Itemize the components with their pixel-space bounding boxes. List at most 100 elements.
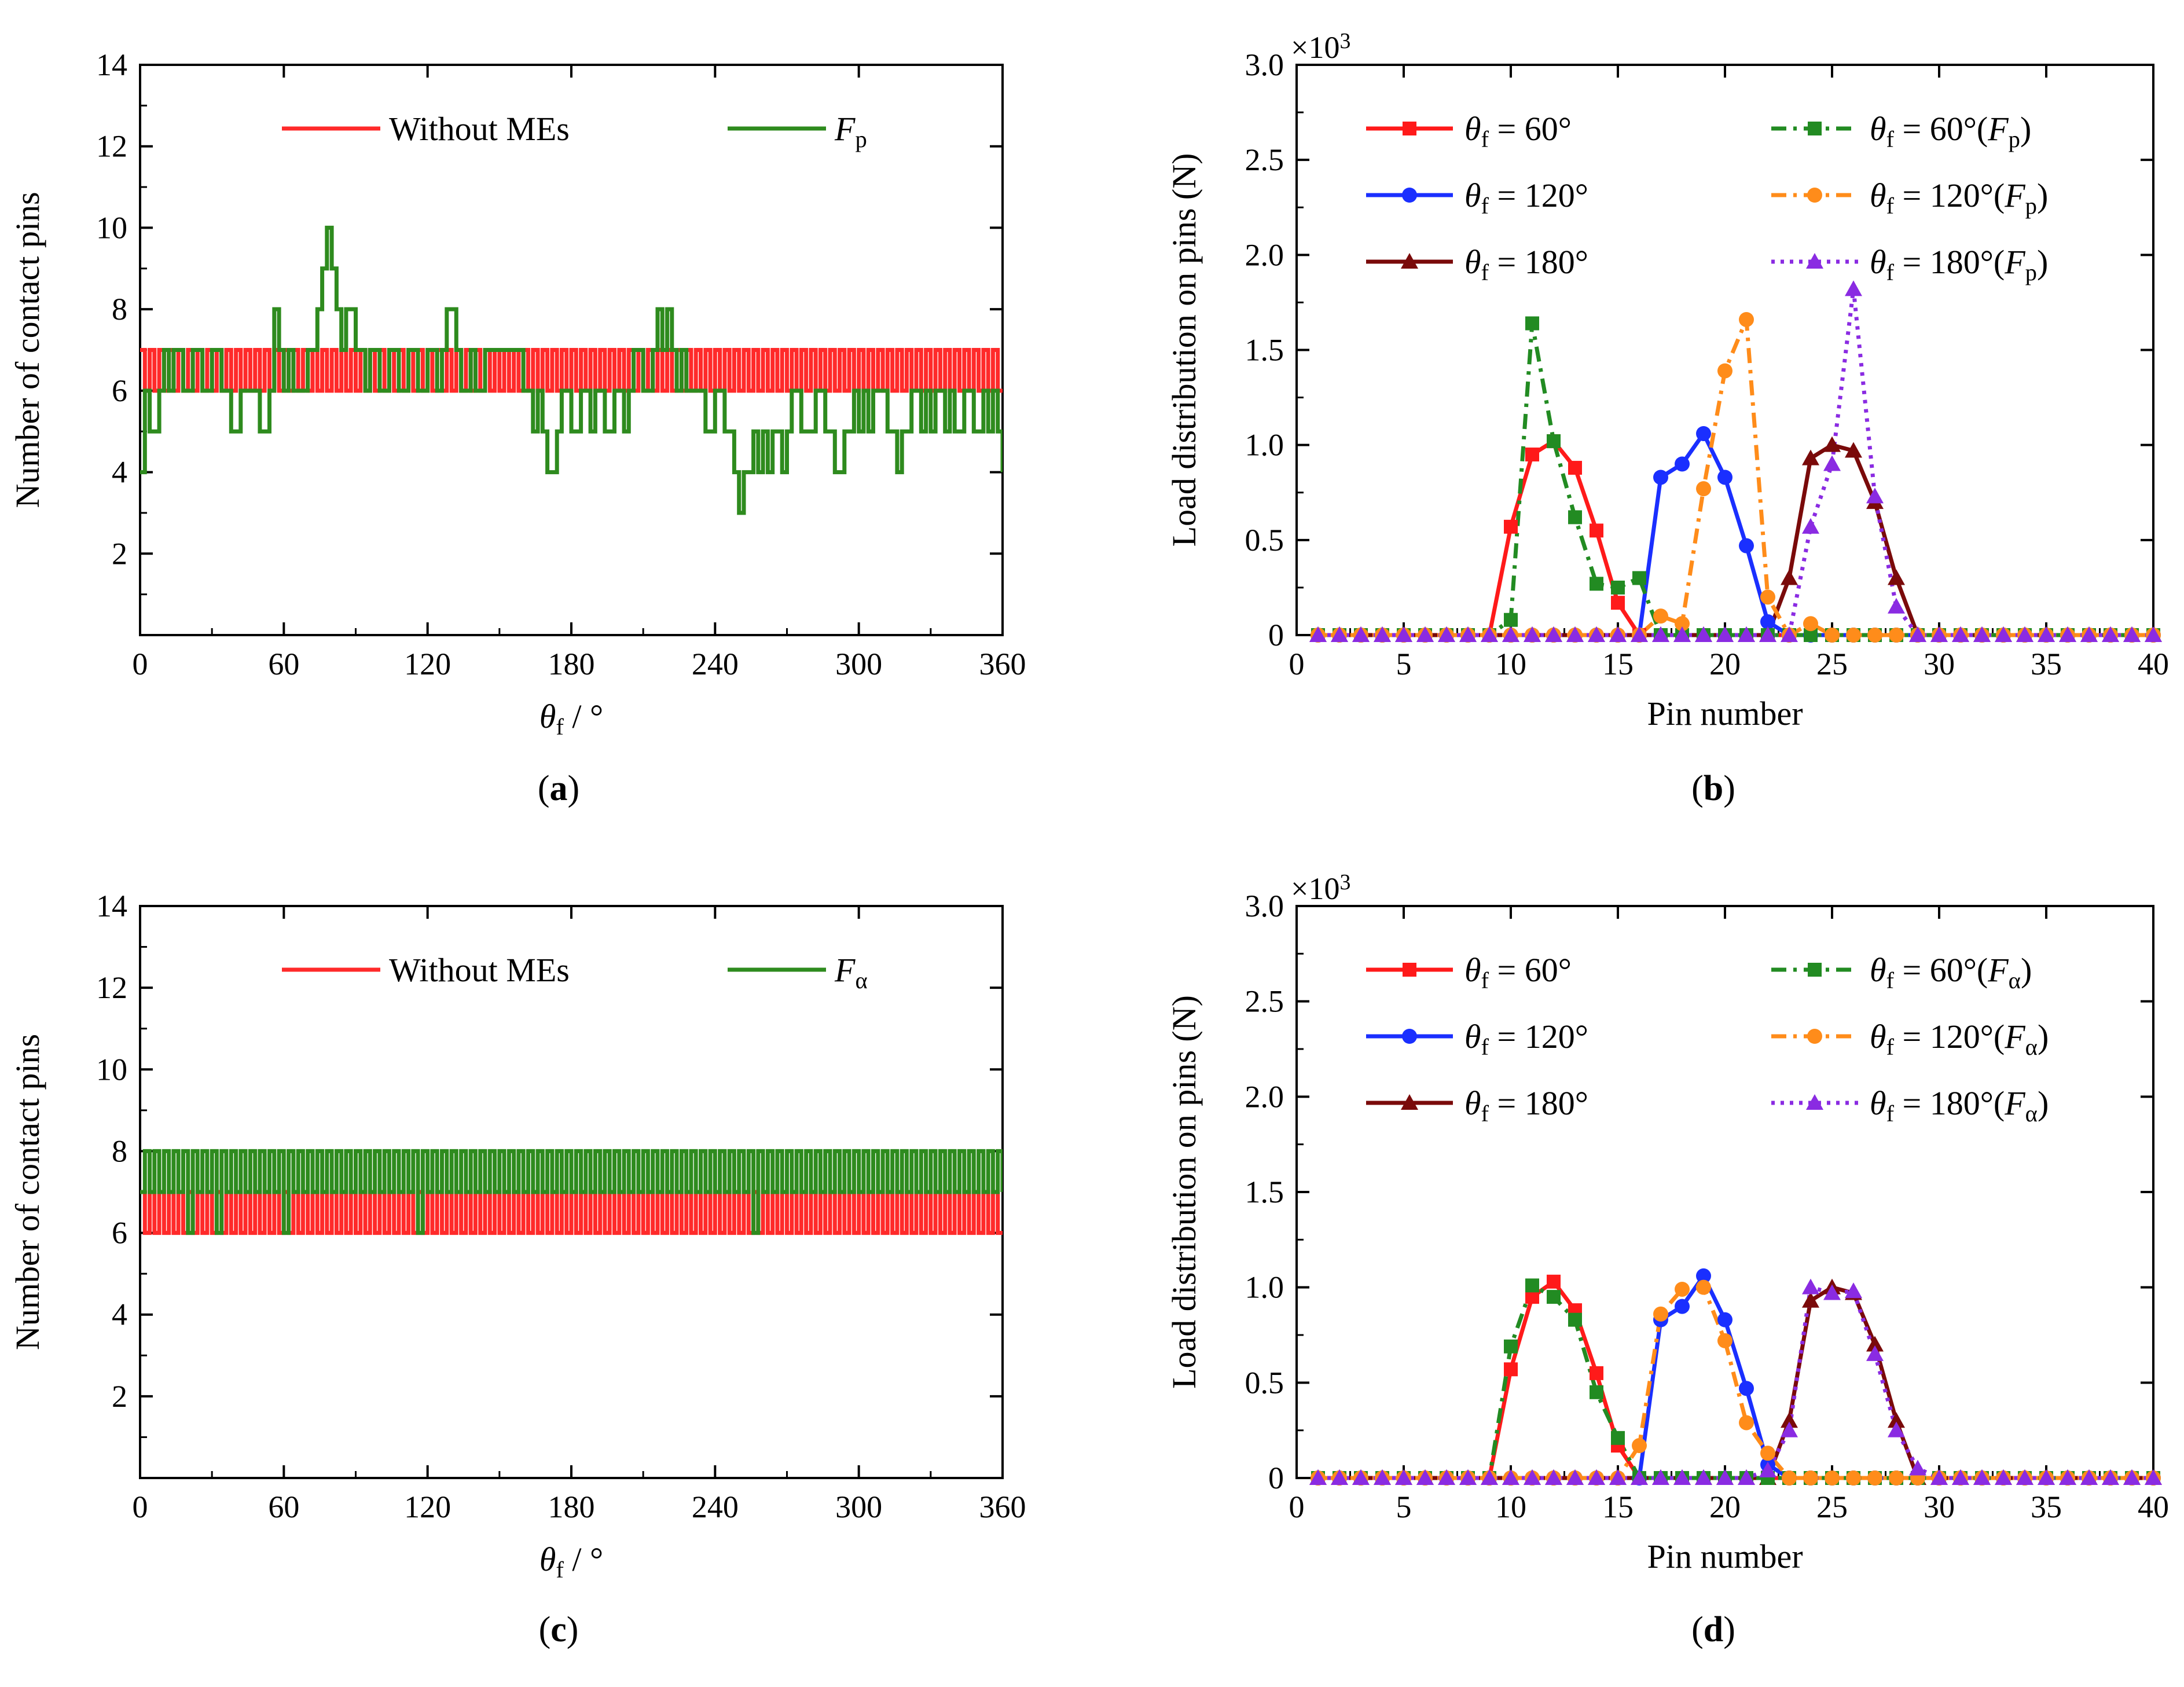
data-point-s6 xyxy=(1909,626,1926,642)
x-tick-label: 240 xyxy=(692,1490,739,1524)
series-line-6 xyxy=(1318,1285,2153,1480)
data-point-s4 xyxy=(1504,613,1518,627)
data-point-s5 xyxy=(1739,311,1754,327)
legend-marker-1 xyxy=(1403,122,1416,135)
data-point-s6 xyxy=(1545,1469,1562,1485)
data-point-s6 xyxy=(1716,626,1734,642)
y-tick-label: 2.5 xyxy=(1245,984,1284,1019)
data-point-s6 xyxy=(1909,1459,1926,1476)
data-point-s5 xyxy=(1760,589,1775,605)
y-tick-label: 0.5 xyxy=(1245,523,1284,558)
data-point-s1 xyxy=(1611,596,1625,610)
data-point-s3 xyxy=(1802,1292,1819,1308)
data-point-s6 xyxy=(1481,1469,1498,1485)
data-point-s6 xyxy=(1416,1469,1434,1485)
legend-label-5: θf = 120°(Fα) xyxy=(1870,1018,2049,1060)
y-tick-label: 2 xyxy=(112,1379,127,1414)
data-point-s6 xyxy=(1823,1284,1841,1300)
y-tick-label: 8 xyxy=(112,292,127,327)
x-tick-label: 240 xyxy=(692,647,739,681)
data-point-s6 xyxy=(1502,626,1519,642)
panel-caption-c: (c) xyxy=(539,1610,579,1649)
data-point-s2 xyxy=(1717,1312,1732,1327)
data-point-s6 xyxy=(2038,626,2055,642)
legend-label-5: θf = 120°(Fp) xyxy=(1870,177,2048,219)
data-point-s6 xyxy=(2016,1469,2033,1485)
x-tick-label: 360 xyxy=(979,1490,1026,1524)
y-tick-label: 2.0 xyxy=(1245,237,1284,272)
legend-marker-4 xyxy=(1808,963,1822,977)
legend-marker-6 xyxy=(1806,1094,1823,1110)
data-point-s2 xyxy=(1696,426,1711,441)
y-tick-label: 1.5 xyxy=(1245,1175,1284,1209)
data-point-s5 xyxy=(1632,1438,1647,1454)
x-axis-label: Pin number xyxy=(1647,1538,1803,1575)
data-point-s6 xyxy=(1631,626,1648,642)
x-tick-label: 40 xyxy=(2138,1490,2169,1524)
data-point-s6 xyxy=(2102,626,2119,642)
data-point-s6 xyxy=(1845,1282,1862,1299)
data-point-s6 xyxy=(1395,1469,1412,1485)
data-point-s3 xyxy=(1781,569,1798,585)
chart-panel-c: 0 60 120 180 240 300 360 2 4 6 8 10 12 14 Number of co… xyxy=(9,889,1026,1583)
y-tick-label: 3.0 xyxy=(1245,47,1284,82)
x-tick-label: 20 xyxy=(1709,1490,1741,1524)
data-point-s4 xyxy=(1611,1431,1625,1445)
data-point-s6 xyxy=(2059,626,2076,642)
data-point-s6 xyxy=(1545,626,1562,642)
data-point-s5 xyxy=(1696,1279,1711,1295)
legend-label-2: θf = 120° xyxy=(1464,1018,1588,1060)
data-point-s3 xyxy=(1888,569,1905,585)
data-point-s6 xyxy=(1695,626,1712,642)
data-point-s3 xyxy=(1802,449,1819,465)
legend-label-3: θf = 180° xyxy=(1464,243,1588,285)
data-point-s2 xyxy=(1675,456,1690,472)
data-point-s5 xyxy=(1803,616,1818,632)
data-point-s5 xyxy=(1846,1470,1861,1486)
legend-label-3: θf = 180° xyxy=(1464,1084,1588,1127)
data-point-s2 xyxy=(1739,538,1754,553)
data-point-s6 xyxy=(1845,280,1862,296)
x-tick-label: 0 xyxy=(1289,647,1305,681)
legend-label-2: θf = 120° xyxy=(1464,177,1588,219)
series-line-error xyxy=(140,1149,1003,1235)
data-point-s6 xyxy=(1930,626,1948,642)
data-point-s6 xyxy=(1673,626,1691,642)
legend-marker-1 xyxy=(1403,963,1416,977)
data-point-s6 xyxy=(2016,626,2033,642)
data-point-s6 xyxy=(2038,1469,2055,1485)
x-axis-label: θf / ° xyxy=(539,1541,603,1583)
data-point-s6 xyxy=(1524,1469,1541,1485)
y-tick-label: 0.5 xyxy=(1245,1365,1284,1400)
data-point-s6 xyxy=(1652,1469,1669,1485)
data-point-s6 xyxy=(1588,1469,1605,1485)
x-tick-label: 5 xyxy=(1396,1490,1412,1524)
data-point-s6 xyxy=(1973,1469,1991,1485)
y-axis-label: Number of contact pins xyxy=(9,1034,46,1350)
data-point-s6 xyxy=(1352,1469,1370,1485)
data-point-s6 xyxy=(1459,1469,1477,1485)
legend-label-1: θf = 60° xyxy=(1464,951,1572,993)
data-point-s6 xyxy=(1802,1278,1819,1294)
data-point-s2 xyxy=(1675,1299,1690,1314)
data-point-s4 xyxy=(1525,1278,1539,1293)
y-tick-label: 12 xyxy=(96,129,127,164)
legend-label-error: Fα xyxy=(834,951,868,993)
data-point-s1 xyxy=(1504,519,1518,534)
data-point-s2 xyxy=(1739,1381,1754,1396)
data-point-s5 xyxy=(1675,1281,1690,1297)
data-point-s4 xyxy=(1590,577,1603,591)
data-point-s6 xyxy=(1631,1469,1648,1485)
data-point-s5 xyxy=(1825,1470,1840,1486)
data-point-s5 xyxy=(1889,628,1904,643)
data-point-s6 xyxy=(2145,626,2162,642)
series-line-3 xyxy=(1318,443,2153,637)
data-point-s6 xyxy=(1888,1421,1905,1437)
data-point-s6 xyxy=(1973,626,1991,642)
x-tick-label: 15 xyxy=(1602,1490,1634,1524)
series-line-without-mes xyxy=(140,348,1003,393)
data-point-s6 xyxy=(1609,626,1627,642)
data-point-s1 xyxy=(1525,448,1539,462)
x-tick-label: 40 xyxy=(2138,647,2169,681)
data-point-s3 xyxy=(1845,442,1862,458)
